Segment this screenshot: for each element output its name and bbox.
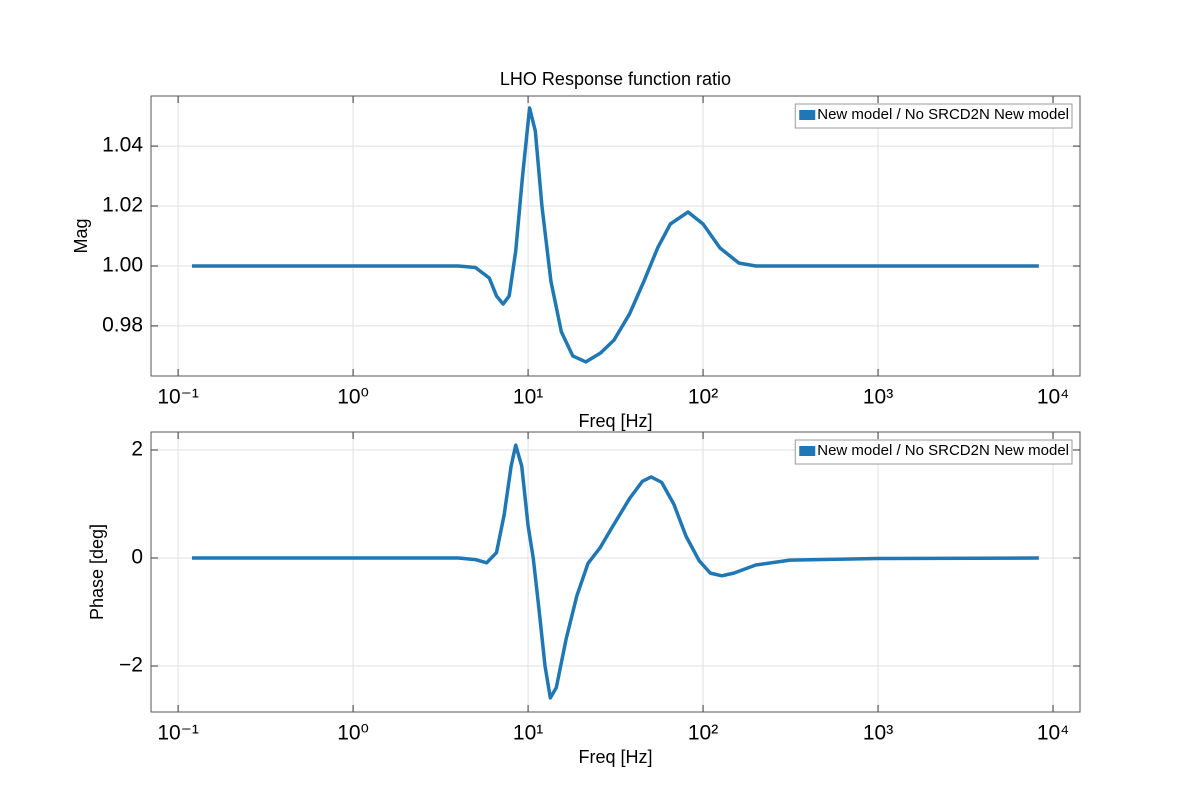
plot-frame — [150, 431, 1081, 713]
x-tick-label: 10¹ — [513, 722, 543, 745]
x-axis-label: Freq [Hz] — [578, 747, 652, 767]
x-tick-label: 10⁻¹ — [157, 722, 198, 745]
legend-label: New model / No SRCD2N New model — [817, 442, 1069, 459]
x-tick-label: 10⁰ — [337, 386, 369, 409]
x-tick-label: 10¹ — [513, 386, 543, 409]
data-line — [191, 443, 1039, 700]
y-axis-label: Phase [deg] — [87, 524, 107, 620]
x-tick-label: 10⁻¹ — [157, 386, 198, 409]
legend-swatch — [799, 446, 816, 456]
x-tick-label: 10⁴ — [1037, 386, 1069, 409]
y-tick-label: 2 — [131, 438, 143, 461]
y-axis-label: Mag — [71, 218, 91, 253]
x-tick-label: 10⁰ — [337, 722, 369, 745]
x-tick-label: 10² — [688, 722, 718, 745]
chart-title: LHO Response function ratio — [500, 69, 731, 89]
y-tick-label: 1.04 — [102, 134, 143, 157]
legend-swatch — [799, 110, 816, 120]
y-tick-label: 0.98 — [102, 313, 143, 336]
x-tick-label: 10² — [688, 386, 718, 409]
y-tick-label: −2 — [119, 654, 143, 677]
legend-box — [794, 439, 1073, 465]
x-tick-label: 10³ — [863, 722, 893, 745]
legend-box — [794, 103, 1073, 129]
y-tick-label: 1.02 — [102, 194, 143, 217]
data-line — [191, 106, 1039, 364]
x-axis-label: Freq [Hz] — [578, 411, 652, 431]
y-tick-label: 1.00 — [102, 254, 143, 277]
x-tick-label: 10³ — [863, 386, 893, 409]
x-tick-label: 10⁴ — [1037, 722, 1069, 745]
plot-frame — [150, 95, 1081, 377]
y-tick-label: 0 — [131, 546, 143, 569]
legend-label: New model / No SRCD2N New model — [817, 106, 1069, 123]
